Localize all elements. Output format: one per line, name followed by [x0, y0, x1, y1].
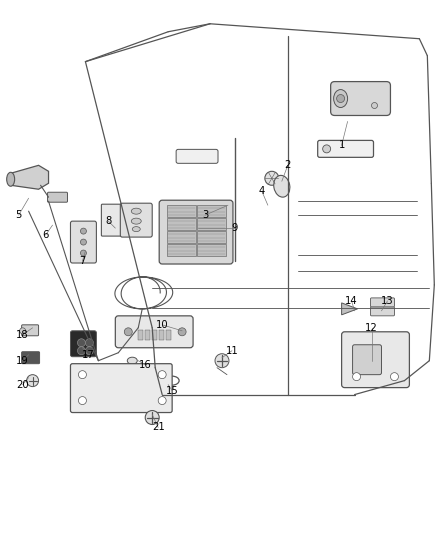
FancyBboxPatch shape — [371, 298, 395, 307]
Text: 7: 7 — [79, 256, 85, 266]
Circle shape — [158, 397, 166, 405]
Bar — [197, 231, 226, 243]
FancyBboxPatch shape — [353, 345, 381, 375]
FancyBboxPatch shape — [159, 200, 233, 264]
Text: 3: 3 — [202, 210, 208, 220]
Ellipse shape — [132, 227, 140, 232]
Circle shape — [27, 375, 39, 386]
Bar — [145, 330, 150, 340]
Text: 21: 21 — [152, 423, 165, 432]
Bar — [138, 330, 143, 340]
Circle shape — [124, 328, 132, 336]
Ellipse shape — [274, 175, 290, 197]
Text: 1: 1 — [339, 140, 345, 150]
Circle shape — [323, 145, 331, 153]
Text: 11: 11 — [226, 346, 238, 356]
Circle shape — [78, 370, 86, 378]
Circle shape — [158, 370, 166, 378]
FancyBboxPatch shape — [331, 82, 390, 116]
FancyBboxPatch shape — [48, 192, 67, 202]
Ellipse shape — [334, 90, 348, 108]
Bar — [197, 205, 226, 217]
Circle shape — [390, 373, 399, 381]
Text: 5: 5 — [15, 210, 22, 220]
Text: 16: 16 — [139, 360, 152, 370]
Ellipse shape — [7, 172, 14, 186]
Circle shape — [20, 328, 25, 334]
FancyBboxPatch shape — [318, 140, 374, 157]
Text: 8: 8 — [105, 216, 112, 226]
FancyBboxPatch shape — [120, 203, 152, 237]
Circle shape — [337, 94, 345, 102]
Text: 14: 14 — [345, 296, 358, 306]
Bar — [167, 231, 196, 243]
Bar — [152, 330, 157, 340]
FancyBboxPatch shape — [21, 352, 39, 364]
Circle shape — [85, 347, 93, 355]
Ellipse shape — [131, 218, 141, 224]
FancyBboxPatch shape — [21, 325, 39, 336]
FancyBboxPatch shape — [71, 331, 96, 357]
FancyBboxPatch shape — [71, 221, 96, 263]
FancyBboxPatch shape — [342, 332, 410, 387]
Circle shape — [353, 373, 360, 381]
Bar — [159, 330, 164, 340]
Text: 4: 4 — [259, 186, 265, 196]
Circle shape — [78, 397, 86, 405]
Bar — [167, 218, 196, 230]
FancyBboxPatch shape — [176, 149, 218, 163]
Circle shape — [371, 102, 378, 109]
Polygon shape — [342, 303, 357, 315]
Text: 6: 6 — [42, 230, 49, 240]
Circle shape — [215, 354, 229, 368]
Text: 18: 18 — [16, 330, 29, 340]
Bar — [197, 218, 226, 230]
Circle shape — [145, 410, 159, 424]
Bar — [167, 205, 196, 217]
FancyBboxPatch shape — [101, 204, 121, 236]
FancyBboxPatch shape — [115, 316, 193, 348]
Bar — [197, 244, 226, 256]
Circle shape — [78, 347, 85, 355]
Text: 13: 13 — [381, 296, 394, 306]
Text: 10: 10 — [156, 320, 169, 330]
Polygon shape — [11, 165, 49, 189]
Text: 2: 2 — [285, 160, 291, 171]
Text: 17: 17 — [82, 350, 95, 360]
Text: 19: 19 — [16, 356, 29, 366]
Text: 15: 15 — [166, 385, 179, 395]
FancyBboxPatch shape — [71, 364, 172, 413]
FancyBboxPatch shape — [371, 307, 395, 316]
Circle shape — [178, 328, 186, 336]
Text: 12: 12 — [365, 323, 378, 333]
Circle shape — [81, 228, 86, 234]
Bar — [166, 330, 171, 340]
Circle shape — [265, 171, 279, 185]
Bar — [167, 244, 196, 256]
Circle shape — [81, 250, 86, 256]
Ellipse shape — [131, 208, 141, 214]
Text: 9: 9 — [232, 223, 238, 233]
Ellipse shape — [127, 357, 137, 364]
Circle shape — [85, 339, 93, 347]
Text: 20: 20 — [16, 379, 29, 390]
Circle shape — [81, 239, 86, 245]
Circle shape — [78, 339, 85, 347]
